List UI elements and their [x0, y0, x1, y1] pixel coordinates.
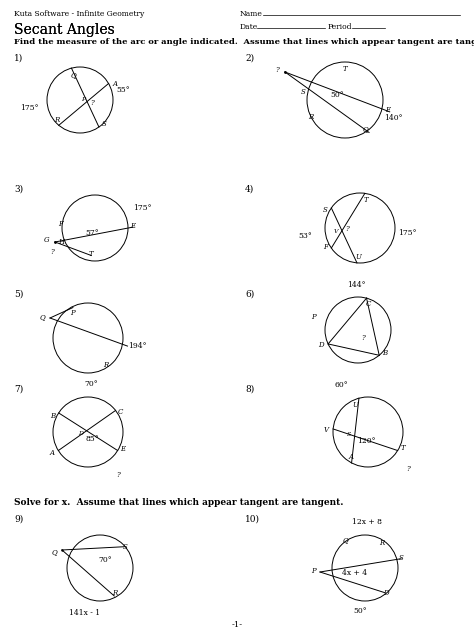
Text: C: C — [366, 300, 371, 308]
Text: 10): 10) — [245, 515, 260, 524]
Text: D: D — [383, 588, 388, 597]
Text: P: P — [310, 313, 315, 321]
Text: A: A — [50, 449, 55, 456]
Text: ?: ? — [406, 465, 410, 473]
Text: R: R — [103, 361, 109, 368]
Text: S: S — [399, 554, 403, 562]
Text: 175°: 175° — [133, 204, 151, 212]
Text: 9): 9) — [14, 515, 23, 524]
Text: ?: ? — [116, 471, 120, 479]
Text: G: G — [44, 236, 50, 244]
Text: Q: Q — [362, 125, 368, 133]
Text: Kuta Software - Infinite Geometry: Kuta Software - Infinite Geometry — [14, 10, 144, 18]
Text: 55°: 55° — [116, 86, 130, 94]
Text: 144°: 144° — [347, 281, 365, 289]
Text: Secant Angles: Secant Angles — [14, 23, 115, 37]
Text: 3): 3) — [14, 185, 23, 194]
Text: 53°: 53° — [298, 232, 312, 240]
Text: D: D — [78, 431, 83, 436]
Text: F: F — [58, 221, 63, 228]
Text: S: S — [301, 88, 306, 96]
Text: F: F — [323, 243, 328, 251]
Text: 4x + 4: 4x + 4 — [342, 569, 367, 577]
Text: 140°: 140° — [384, 114, 402, 122]
Text: A: A — [348, 453, 353, 461]
Text: ?: ? — [361, 334, 365, 342]
Text: Q: Q — [39, 313, 45, 321]
Text: 60°: 60° — [334, 381, 348, 389]
Text: V: V — [334, 229, 338, 234]
Text: Date: Date — [240, 23, 258, 31]
Text: U: U — [355, 253, 361, 261]
Text: P: P — [310, 567, 315, 575]
Text: ?: ? — [50, 248, 54, 256]
Text: Q: Q — [342, 536, 348, 544]
Text: 194°: 194° — [128, 342, 146, 350]
Text: 175°: 175° — [20, 104, 38, 112]
Text: H: H — [58, 238, 64, 246]
Text: S: S — [323, 206, 328, 214]
Text: 70°: 70° — [84, 380, 98, 388]
Text: ?: ? — [345, 225, 349, 233]
Text: 85°: 85° — [86, 435, 100, 443]
Text: R: R — [379, 539, 384, 547]
Text: D: D — [318, 341, 324, 349]
Text: ?: ? — [90, 99, 94, 107]
Text: ?: ? — [275, 66, 279, 74]
Text: 6): 6) — [245, 290, 254, 299]
Text: B: B — [50, 412, 55, 420]
Text: B: B — [382, 349, 387, 357]
Text: 50°: 50° — [330, 91, 344, 99]
Text: 50°: 50° — [353, 607, 367, 615]
Text: 120°: 120° — [357, 437, 376, 445]
Text: Solve for x.  Assume that lines which appear tangent are tangent.: Solve for x. Assume that lines which app… — [14, 498, 344, 507]
Text: 57°: 57° — [85, 229, 99, 237]
Text: 12x + 8: 12x + 8 — [352, 518, 382, 526]
Text: T: T — [343, 65, 347, 73]
Text: C: C — [118, 408, 123, 416]
Text: 7): 7) — [14, 385, 23, 394]
Text: U: U — [352, 401, 358, 409]
Text: V: V — [324, 426, 328, 434]
Text: A: A — [112, 80, 117, 88]
Text: Q: Q — [71, 71, 76, 79]
Text: 8): 8) — [245, 385, 254, 394]
Text: S: S — [101, 120, 106, 128]
Text: -1-: -1- — [231, 621, 243, 629]
Text: 2): 2) — [245, 54, 254, 63]
Text: 4): 4) — [245, 185, 254, 194]
Text: F: F — [385, 106, 390, 114]
Text: Secant Angles: Secant Angles — [14, 23, 115, 37]
Text: T: T — [401, 444, 405, 451]
Text: T: T — [364, 197, 368, 204]
Text: 175°: 175° — [398, 229, 416, 237]
Text: 70°: 70° — [98, 556, 112, 564]
Text: Q: Q — [51, 548, 57, 556]
Text: Name: Name — [240, 10, 263, 18]
Text: 1): 1) — [14, 54, 23, 63]
Text: 5): 5) — [14, 290, 23, 299]
Text: S: S — [346, 432, 351, 437]
Text: T: T — [89, 250, 93, 258]
Text: R: R — [308, 112, 313, 121]
Text: E: E — [130, 222, 136, 230]
Text: R: R — [54, 116, 59, 125]
Text: S: S — [123, 543, 128, 550]
Text: R: R — [112, 589, 117, 597]
Text: Find the measure of the arc or angle indicated.  Assume that lines which appear : Find the measure of the arc or angle ind… — [14, 38, 474, 46]
Text: P: P — [71, 308, 75, 317]
Text: 141x - 1: 141x - 1 — [69, 609, 100, 617]
Text: E: E — [120, 444, 125, 453]
Text: Period: Period — [328, 23, 353, 31]
Text: P: P — [81, 97, 85, 102]
